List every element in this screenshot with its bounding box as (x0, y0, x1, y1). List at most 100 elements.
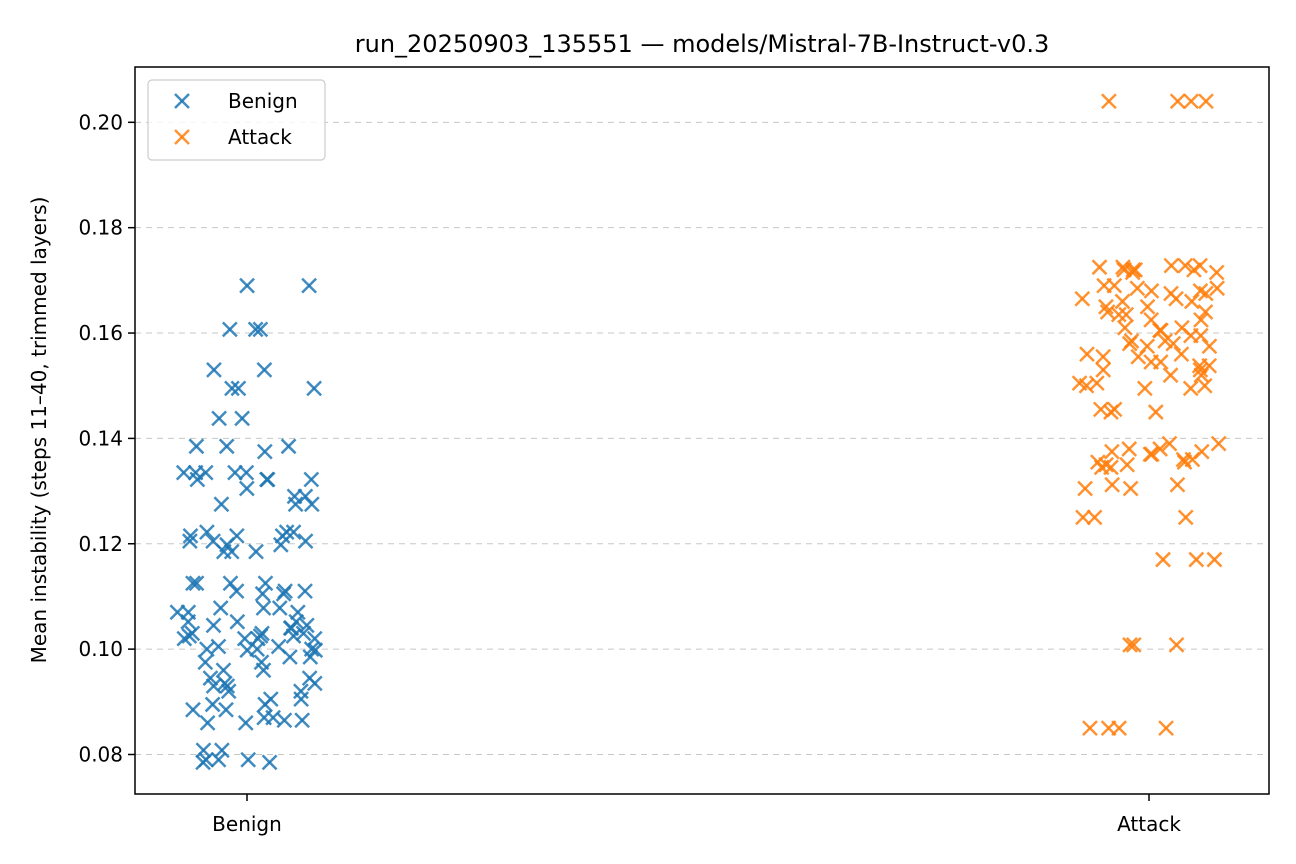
data-point (252, 321, 269, 338)
data-point (1188, 551, 1205, 568)
data-point (1122, 637, 1138, 653)
data-point (234, 410, 251, 427)
data-point (1088, 375, 1105, 391)
data-point (1118, 306, 1135, 323)
data-point (197, 654, 214, 671)
data-point (1176, 454, 1193, 470)
data-point (212, 600, 229, 616)
data-point (254, 585, 271, 602)
data-point (1119, 456, 1136, 473)
y-tick-label: 0.14 (78, 426, 123, 450)
data-point (261, 754, 278, 771)
data-point (1092, 401, 1109, 418)
data-point (1114, 293, 1131, 310)
data-point (1155, 551, 1171, 568)
data-point (1130, 348, 1147, 365)
data-point (239, 642, 256, 659)
data-point (276, 712, 293, 729)
data-point (188, 438, 205, 455)
data-point (1104, 476, 1121, 493)
data-point (1161, 435, 1178, 452)
data-point (1183, 293, 1200, 310)
data-point (1210, 435, 1227, 452)
data-point (181, 533, 198, 550)
data-point (220, 683, 237, 700)
gridlines (135, 121, 1269, 755)
data-point (247, 321, 264, 338)
data-point (1129, 280, 1146, 297)
data-point (1177, 257, 1194, 274)
data-point (1183, 93, 1199, 110)
data-point (218, 701, 234, 718)
data-point (248, 543, 264, 560)
data-point (285, 524, 302, 541)
y-tick-label: 0.20 (78, 110, 123, 134)
data-point (1077, 480, 1093, 497)
plot-frame (134, 66, 1270, 795)
data-point (257, 575, 274, 592)
data-point (185, 701, 201, 718)
data-point (199, 714, 216, 731)
data-point (1182, 380, 1199, 397)
data-point (1163, 257, 1180, 274)
data-point (1197, 285, 1214, 302)
data-point (1098, 298, 1114, 315)
data-point (230, 380, 247, 397)
data-point (1152, 322, 1168, 339)
data-point (1103, 404, 1119, 420)
data-point (185, 575, 201, 592)
data-point (236, 630, 253, 647)
data-point (218, 438, 235, 455)
y-tick-label: 0.18 (78, 216, 123, 240)
data-point (287, 496, 304, 513)
data-point (294, 712, 311, 729)
data-point (306, 380, 323, 397)
data-point (237, 714, 254, 731)
data-point (1125, 637, 1142, 653)
data-point (1110, 306, 1127, 323)
data-point (1125, 261, 1142, 278)
x-axis: Benign Attack (212, 794, 1181, 836)
data-point (1209, 280, 1226, 297)
data-point (176, 630, 193, 647)
data-point (228, 583, 245, 600)
data-point (256, 443, 273, 460)
data-point (223, 543, 240, 560)
data-point (1117, 319, 1133, 336)
data-point (1169, 93, 1186, 110)
data-point (199, 641, 215, 658)
data-point (1197, 304, 1214, 320)
data-point (297, 533, 314, 550)
data-point (295, 625, 312, 642)
data-point (1078, 377, 1095, 394)
data-point (256, 362, 273, 378)
data-point (275, 585, 292, 602)
data-point (1196, 377, 1213, 394)
data-point (1082, 720, 1098, 737)
x-tick-label: Attack (1117, 812, 1181, 836)
data-point (259, 471, 276, 488)
data-point (1162, 367, 1179, 384)
data-point (238, 464, 255, 481)
data-point (1165, 335, 1182, 352)
data-point (1143, 283, 1160, 299)
data-point (302, 649, 319, 665)
data-point (1152, 354, 1169, 370)
data-point (297, 583, 313, 600)
data-point (1198, 93, 1214, 110)
data-point (215, 662, 232, 679)
data-point (211, 410, 228, 427)
data-point (206, 362, 222, 378)
data-point (1075, 509, 1091, 526)
data-point (1168, 637, 1185, 653)
data-point (1121, 441, 1138, 457)
data-point (229, 613, 246, 630)
data-point (195, 754, 211, 771)
data-point (1173, 346, 1190, 362)
data-point (199, 524, 215, 541)
data-point (1101, 93, 1117, 110)
y-axis-label: Mean instability (steps 11–40, trimmed l… (27, 197, 51, 664)
data-point (1079, 346, 1095, 362)
data-point (1095, 362, 1112, 378)
